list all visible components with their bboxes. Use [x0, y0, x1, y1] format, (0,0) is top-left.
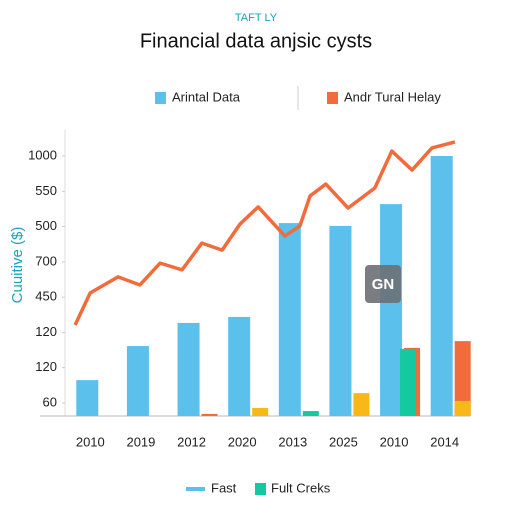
bar [76, 380, 99, 416]
bar [430, 156, 453, 416]
bar [126, 346, 149, 416]
x-tick-label: 2014 [430, 434, 459, 449]
bar [278, 223, 301, 416]
y-axis-label: Cuuitive ($) [9, 227, 26, 304]
x-tick-label: 2010 [380, 434, 409, 449]
bar [400, 348, 417, 416]
bar [329, 225, 352, 416]
y-tick-label: 450 [35, 289, 57, 304]
legend-label: Andr Tural Helay [344, 89, 441, 104]
legend-swatch [327, 92, 338, 104]
y-tick-label: 120 [35, 359, 57, 374]
bar [201, 413, 218, 416]
bar [454, 341, 471, 416]
badge [365, 265, 401, 303]
bar [353, 393, 370, 416]
bar [228, 316, 251, 416]
legend-label: Arintal Data [172, 89, 241, 104]
y-tick-label: 60 [43, 394, 57, 409]
line [73, 140, 456, 326]
legend-swatch [255, 483, 266, 495]
x-tick-label: 2010 [76, 434, 105, 449]
bar [454, 400, 471, 416]
legend-swatch [155, 92, 166, 104]
legend-label: Fult Creks [271, 480, 331, 495]
bar [302, 411, 319, 416]
y-tick-label: 500 [35, 218, 57, 233]
chart-title: Financial data anjsic cysts [140, 30, 372, 52]
y-tick-label: 1000 [28, 147, 57, 162]
x-tick-label: 2019 [126, 434, 155, 449]
chart-subtitle: TAFT LY [235, 12, 278, 24]
x-tick-label: 2025 [329, 434, 358, 449]
x-tick-label: 2013 [278, 434, 307, 449]
y-tick-label: 550 [35, 183, 57, 198]
legend-label: Fast [211, 480, 237, 495]
bar [177, 322, 200, 416]
bar [380, 204, 403, 416]
y-tick-label: 700 [35, 253, 57, 268]
y-tick-label: 120 [35, 324, 57, 339]
badge-text: GN [372, 276, 395, 293]
x-tick-label: 2020 [228, 434, 257, 449]
bar [252, 407, 269, 416]
x-tick-label: 2012 [177, 434, 206, 449]
